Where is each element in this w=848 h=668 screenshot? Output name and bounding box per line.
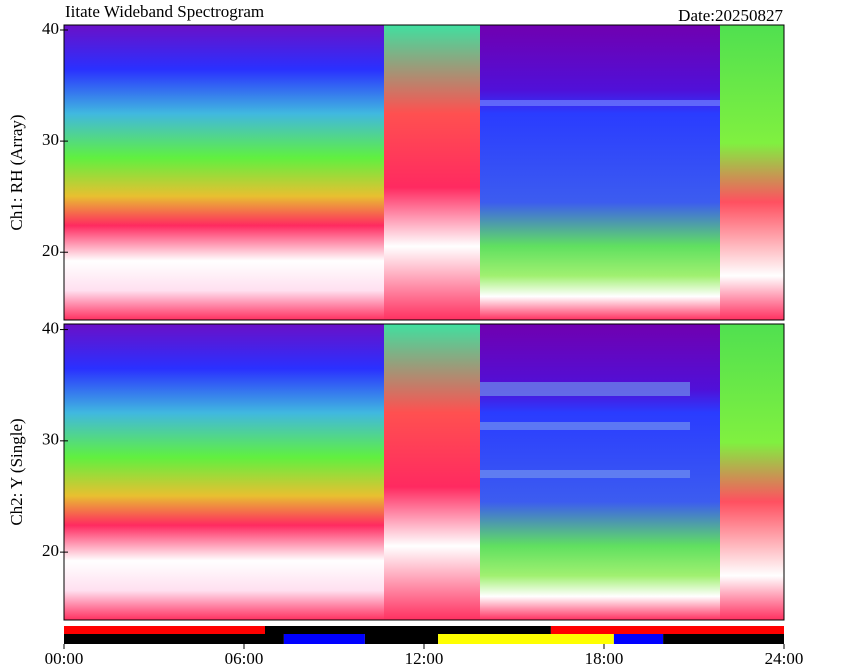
y-tick-label: 40	[42, 318, 59, 337]
y-axis-label: Ch2: Y (Single)	[7, 418, 26, 525]
x-tick-label: 12:00	[405, 649, 444, 668]
y-tick-label: 30	[42, 130, 59, 149]
x-tick-label: 18:00	[585, 649, 624, 668]
y-tick-label: 30	[42, 430, 59, 449]
panel-1-texture	[64, 25, 784, 320]
status-segment	[64, 626, 265, 634]
status-segment	[613, 634, 664, 644]
status-segment	[265, 626, 551, 634]
date: Date:20250827	[678, 6, 783, 25]
panel-2-texture	[64, 324, 784, 620]
x-tick-label: 06:00	[225, 649, 264, 668]
status-segment	[364, 634, 439, 644]
title: Iitate Wideband Spectrogram	[65, 2, 264, 21]
panel-frame	[63, 24, 785, 321]
status-segment	[64, 634, 284, 644]
status-segment	[663, 634, 784, 644]
x-tick-label: 00:00	[45, 649, 84, 668]
x-tick-label: 24:00	[765, 649, 804, 668]
y-tick-label: 20	[42, 241, 59, 260]
status-segment	[550, 626, 784, 634]
y-tick-label: 40	[42, 19, 59, 38]
status-segment	[283, 634, 365, 644]
y-axis-label: Ch1: RH (Array)	[7, 114, 26, 230]
status-segment	[438, 634, 614, 644]
panel-frame	[63, 323, 785, 621]
y-tick-label: 20	[42, 541, 59, 560]
